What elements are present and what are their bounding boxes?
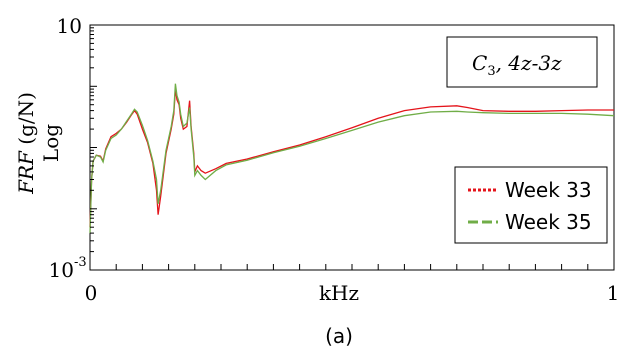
x-tick-label-right: 1 [607,281,620,305]
x-axis-label: kHz [319,281,359,305]
series-line-week-35 [89,83,615,234]
y-tick-label-top: 10 [57,14,82,38]
figure-caption: (a) [325,324,353,348]
legend-label-week-35: Week 35 [505,210,592,234]
y-axis-label-italic: FRF [14,150,38,195]
annotation-box [446,36,598,88]
legend-label-week-33: Week 33 [505,178,592,202]
y-tick-label-bottom-exponent: -3 [74,255,87,270]
x-tick-label-left: 0 [85,281,98,305]
annotation-suffix: , 4z-3z [496,51,562,75]
annotation-subscript: 3 [487,64,495,79]
annotation-text: C3, 4z-3z [472,51,562,79]
tick-layer [90,27,589,270]
y-axis-scale-label: Log [39,124,63,162]
series-layer [89,83,615,234]
y-axis-label-unit: (g/N) [14,92,38,151]
y-tick-label-bottom: 10 [49,258,74,282]
legend-box [454,166,608,244]
annotation-prefix: C [472,51,487,75]
y-axis-label: FRF (g/N) [14,92,38,195]
